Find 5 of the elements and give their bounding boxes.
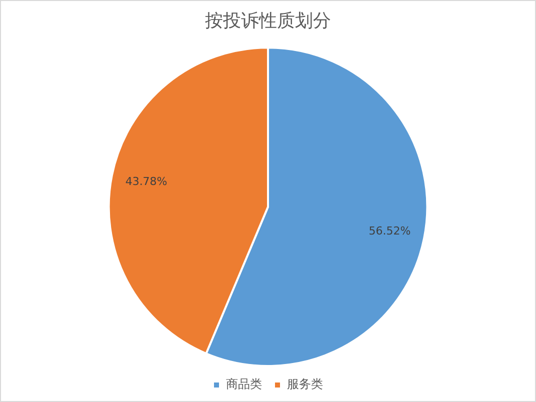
data-label: 56.52% bbox=[368, 224, 411, 238]
legend-label: 服务类 bbox=[287, 377, 323, 392]
legend-label: 商品类 bbox=[226, 377, 262, 392]
data-label: 43.78% bbox=[125, 175, 168, 188]
chart-title: 按投诉性质划分 bbox=[205, 10, 331, 32]
